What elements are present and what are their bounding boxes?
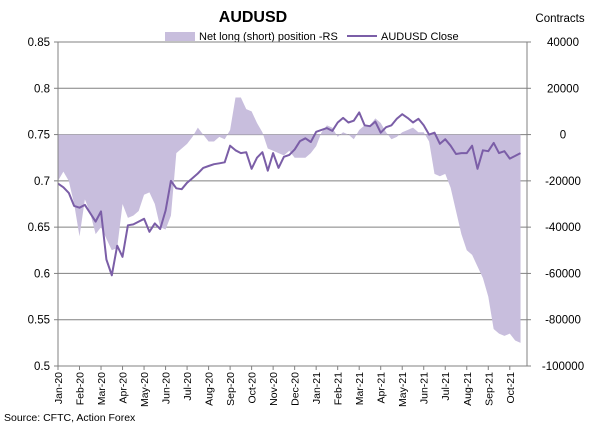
left-axis-tick-label: 0.5	[34, 361, 50, 373]
x-axis-tick-label: Aug-21	[462, 372, 474, 406]
right-axis-tick-label: 40000	[547, 37, 579, 49]
x-axis-tick-label: Aug-20	[204, 372, 216, 406]
x-axis-tick-label: Oct-20	[247, 372, 259, 404]
x-axis-tick-label: Jul-20	[182, 372, 194, 401]
right-axis-tick-label: 0	[560, 130, 566, 142]
x-axis-tick-labels: Jan-20 Feb-20 Mar-20 Apr-20 May-20 Jun-20 Jul-…	[53, 366, 517, 407]
right-axis-tick-label: -60000	[545, 268, 581, 280]
net-position-area-layer	[58, 97, 521, 343]
source-note: Source: CFTC, Action Forex	[4, 412, 136, 424]
x-axis-tick-label: Apr-21	[376, 372, 388, 404]
right-axis-tick-labels: -100000 -80000 -60000 -40000 -20000 0 20000 400…	[527, 37, 584, 373]
x-axis-tick-label: Oct-21	[505, 372, 517, 404]
net-position-area	[58, 97, 521, 343]
left-axis-tick-label: 0.65	[28, 222, 50, 234]
x-axis-tick-label: Jul-21	[440, 372, 452, 401]
left-axis-tick-label: 0.6	[34, 268, 50, 280]
x-axis-tick-label: Nov-20	[268, 372, 280, 406]
x-axis-tick-label: Apr-20	[118, 372, 130, 404]
x-axis-tick-label: Jan-20	[53, 372, 65, 404]
x-axis-tick-label: Jan-21	[311, 372, 323, 404]
left-axis-tick-labels: 0.5 0.55 0.6 0.65 0.7 0.75 0.8 0.85	[28, 37, 58, 373]
legend-label-audusd-close: AUDUSD Close	[381, 31, 459, 43]
x-axis-tick-label: Dec-20	[290, 372, 302, 406]
x-axis-tick-label: Feb-21	[333, 372, 345, 405]
right-axis-tick-label: -80000	[545, 315, 581, 327]
x-axis-tick-label: Mar-21	[354, 372, 366, 405]
right-axis-tick-label: -20000	[545, 176, 581, 188]
right-axis-tick-label: 20000	[547, 83, 579, 95]
left-axis-tick-label: 0.7	[34, 176, 50, 188]
x-axis-tick-label: Mar-20	[96, 372, 108, 405]
legend: Net long (short) position -RS AUDUSD Clo…	[165, 31, 459, 43]
chart-title: AUDUSD	[219, 9, 287, 26]
right-axis-title: Contracts	[535, 13, 584, 25]
x-axis-tick-label: May-20	[139, 372, 151, 407]
x-axis-tick-label: Sep-21	[483, 372, 495, 406]
legend-area-swatch	[165, 32, 195, 41]
x-axis-tick-label: Jun-20	[161, 372, 173, 404]
left-axis-tick-label: 0.85	[28, 37, 50, 49]
x-axis-tick-label: Feb-20	[75, 372, 87, 405]
x-axis-tick-label: Sep-20	[225, 372, 237, 406]
x-axis-tick-label: May-21	[397, 372, 409, 407]
x-axis-tick-label: Jun-21	[419, 372, 431, 404]
right-axis-tick-label: -100000	[542, 361, 584, 373]
audusd-close-line	[57, 111, 521, 277]
legend-label-net-position: Net long (short) position -RS	[199, 31, 338, 43]
left-axis-tick-label: 0.8	[34, 83, 50, 95]
left-axis-tick-label: 0.75	[28, 130, 50, 142]
axes	[57, 42, 528, 367]
audusd-close-line-layer	[57, 111, 521, 277]
left-axis-tick-label: 0.55	[28, 315, 50, 327]
right-axis-tick-label: -40000	[545, 222, 581, 234]
